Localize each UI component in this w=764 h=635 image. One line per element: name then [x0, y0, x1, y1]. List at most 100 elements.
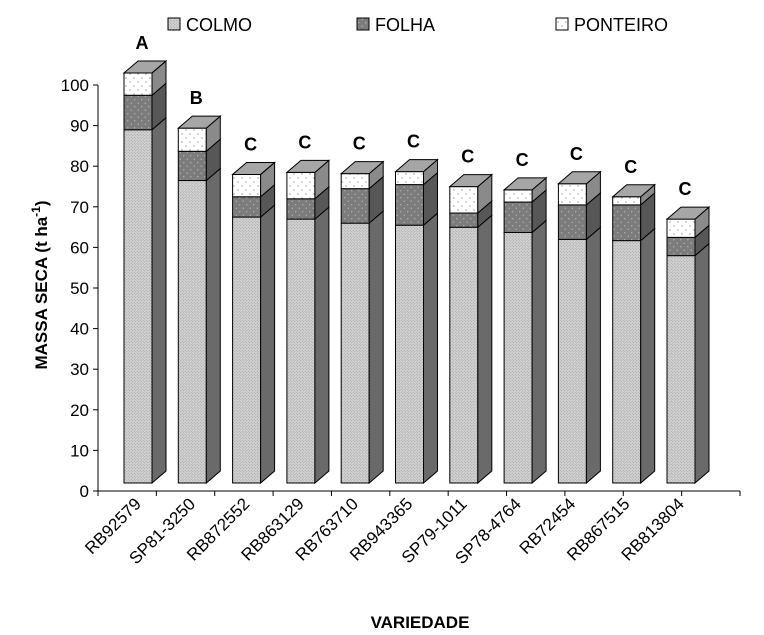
bar-front [557, 183, 587, 206]
bar-front [177, 127, 207, 152]
bar-segment-colmo [286, 206, 330, 485]
bar-top [394, 159, 439, 173]
bar-side [694, 242, 710, 485]
bar-segment-folha [395, 171, 438, 227]
significance-letter: C [298, 132, 311, 152]
bar-front [503, 231, 533, 484]
y-axis: 0 10 20 30 40 50 60 70 80 90 100 [61, 76, 99, 501]
bar-segment-folha [612, 191, 656, 242]
bar-segment-ponteiro [231, 161, 276, 198]
bar-segment-folha [232, 183, 276, 219]
significance-letter: C [679, 179, 692, 199]
bar-front [123, 129, 153, 484]
bar-segment-colmo [232, 203, 276, 485]
bar-front [557, 204, 587, 240]
y-tick-label: 40 [70, 320, 89, 339]
significance-letter: B [190, 88, 203, 108]
bar-front [340, 222, 370, 484]
bar-segment-colmo [612, 227, 656, 485]
bar-segment-colmo [340, 210, 384, 485]
bar-top [557, 171, 602, 185]
y-tick-label: 50 [70, 279, 89, 298]
y-tick-label: 10 [70, 441, 89, 460]
bar-front [449, 186, 479, 214]
significance-letter: C [570, 144, 583, 164]
bar-RB872552 [231, 161, 276, 485]
legend-label-folha: FOLHA [375, 15, 435, 35]
bar-side [640, 227, 656, 485]
y-tick-label: 70 [70, 198, 89, 217]
bars [122, 59, 711, 485]
bar-front [612, 196, 642, 206]
bar-segment-ponteiro [448, 173, 494, 215]
bar-front [340, 188, 370, 224]
y-axis-title-close: ) [32, 200, 51, 206]
bar-front [286, 171, 316, 200]
bar-front [123, 94, 153, 131]
bar-RB943365 [394, 158, 439, 485]
bar-segment-colmo [123, 116, 167, 485]
bar-segment-ponteiro [339, 160, 385, 190]
bar-RB867515 [611, 183, 657, 485]
bar-front [612, 240, 642, 484]
bar-front [340, 173, 370, 190]
y-tick-label: 20 [70, 401, 89, 420]
bar-segment-ponteiro [665, 206, 711, 239]
bar-segment-colmo [177, 167, 221, 485]
bar-front [503, 201, 533, 233]
y-axis-title-main: MASSA SECA (t ha [32, 216, 51, 369]
bar-front [449, 226, 479, 484]
bar-top [448, 174, 494, 188]
significance-letter: C [624, 157, 637, 177]
bar-segment-colmo [449, 214, 493, 485]
bar-front [666, 255, 696, 484]
bar-front [666, 236, 696, 257]
bar-front [177, 180, 207, 484]
bar-front [503, 189, 533, 203]
legend-label-ponteiro: PONTEIRO [574, 15, 668, 35]
y-tick-label: 30 [70, 360, 89, 379]
bar-front [449, 212, 479, 228]
bar-side [531, 219, 547, 485]
bar-segment-folha [666, 224, 710, 257]
y-tick-label: 60 [70, 238, 89, 257]
bar-segment-colmo [666, 242, 710, 485]
bar-top [502, 177, 548, 191]
bar-SP79-1011 [448, 173, 494, 485]
bar-top [122, 60, 168, 74]
significance-letter: C [407, 132, 420, 152]
bar-top [176, 115, 222, 129]
bar-RB92579 [122, 59, 168, 485]
bar-top [611, 184, 657, 198]
legend-swatch-folha [356, 17, 370, 31]
y-axis-title-superscript: -1 [29, 206, 43, 217]
y-tick-label: 0 [80, 482, 89, 501]
bar-RB72454 [557, 170, 602, 485]
y-axis-title: MASSA SECA (t ha-1) [29, 200, 51, 369]
bar-side [423, 212, 438, 485]
bar-segment-colmo [503, 219, 547, 485]
bar-segment-folha [177, 138, 221, 182]
bar-RB863129 [285, 159, 331, 485]
bar-segment-ponteiro [502, 176, 548, 204]
bar-segment-ponteiro [611, 183, 657, 206]
bar-segment-ponteiro [122, 59, 168, 97]
x-axis-title: VARIEDADE [371, 613, 470, 632]
bar-front [557, 238, 587, 484]
significance-letter: C [516, 150, 529, 170]
bar-SP81-3250 [176, 115, 222, 485]
bar-top [231, 161, 276, 175]
bar-segment-ponteiro [285, 159, 331, 200]
significance-letter: A [136, 33, 149, 53]
y-tick-label: 80 [70, 157, 89, 176]
bar-segment-ponteiro [557, 170, 602, 206]
bar-side [151, 116, 167, 485]
bar-side [585, 226, 601, 485]
bar-segment-ponteiro [176, 115, 222, 153]
bar-side [477, 214, 493, 485]
bar-RB763710 [339, 160, 385, 485]
y-tick-label: 100 [61, 76, 89, 95]
x-axis: RB92579SP81-3250RB872552RB863129RB763710… [81, 490, 741, 568]
